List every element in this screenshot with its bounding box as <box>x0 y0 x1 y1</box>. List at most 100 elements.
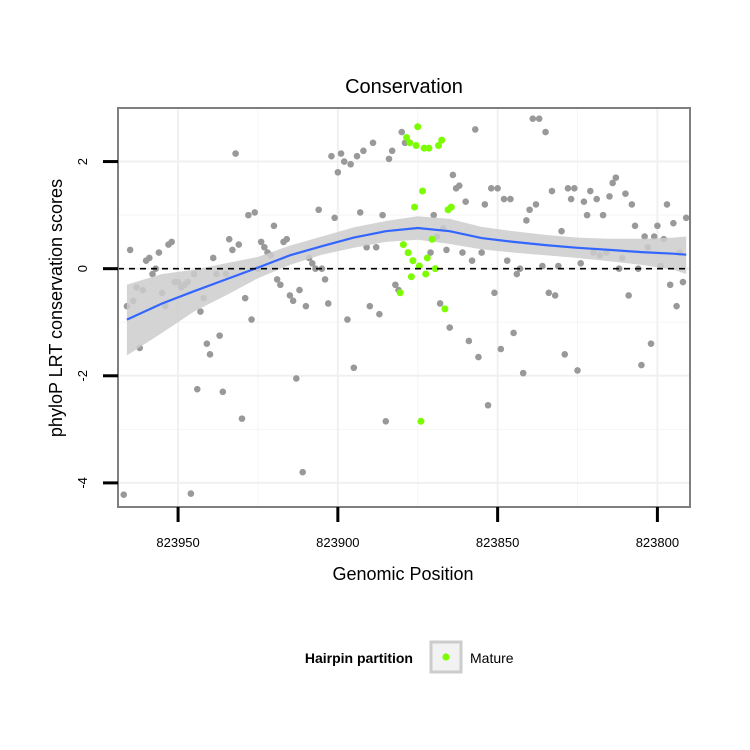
data-point <box>510 329 517 337</box>
mature-data-point <box>403 133 411 141</box>
legend-key-box <box>429 640 463 674</box>
smooth-trend-line <box>126 226 687 321</box>
data-point <box>539 262 546 270</box>
data-point <box>663 201 671 208</box>
data-point <box>622 190 629 197</box>
plot-border <box>117 107 691 508</box>
data-point <box>257 238 265 246</box>
data-point <box>238 415 246 422</box>
data-point <box>673 302 680 310</box>
data-point <box>551 292 559 299</box>
mature-data-point <box>399 241 407 249</box>
mature-data-point <box>431 265 439 273</box>
data-point <box>245 211 252 219</box>
data-point <box>293 375 300 382</box>
data-point <box>216 332 223 339</box>
data-point <box>561 351 569 358</box>
data-point <box>206 351 214 358</box>
data-point <box>372 243 380 251</box>
data-point <box>302 302 310 310</box>
data-point <box>360 147 367 155</box>
mature-data-point <box>404 249 412 257</box>
data-point <box>487 185 495 192</box>
data-point <box>430 211 438 219</box>
mature-data-point <box>414 123 422 131</box>
data-point <box>529 115 537 123</box>
data-point <box>478 249 485 256</box>
mature-data-point <box>406 139 414 147</box>
data-point <box>564 185 572 192</box>
data-point <box>465 337 473 345</box>
data-point <box>347 160 354 168</box>
data-point <box>340 158 348 165</box>
data-point <box>638 361 645 369</box>
mature-data-point <box>438 136 446 144</box>
data-point <box>209 254 217 262</box>
data-point <box>615 265 623 272</box>
data-point <box>641 233 648 240</box>
data-point <box>583 211 591 219</box>
data-point <box>344 316 351 323</box>
mature-data-point <box>441 305 449 313</box>
data-point <box>187 490 195 497</box>
data-point <box>299 468 307 476</box>
data-point <box>491 289 498 297</box>
data-point <box>315 206 322 214</box>
data-point <box>229 246 236 254</box>
data-point <box>462 198 469 206</box>
data-point <box>586 187 594 195</box>
data-point <box>356 209 364 216</box>
data-point <box>337 150 345 157</box>
x-tick-label: 823850 <box>476 535 519 550</box>
data-point <box>612 174 620 181</box>
data-point <box>679 278 687 286</box>
mature-data-point <box>420 144 428 152</box>
data-point <box>168 238 175 246</box>
data-point <box>548 187 556 195</box>
legend-title: Hairpin partition <box>305 650 413 666</box>
mature-data-point <box>435 141 443 149</box>
data-point <box>232 150 239 157</box>
data-point <box>606 193 613 200</box>
data-point <box>261 243 268 251</box>
data-point <box>599 211 607 219</box>
data-point <box>382 418 390 425</box>
data-point <box>296 286 303 294</box>
mature-data-point <box>423 254 431 262</box>
data-point <box>312 265 319 272</box>
data-point <box>197 308 204 315</box>
data-point <box>650 233 658 240</box>
data-point <box>273 276 281 283</box>
data-point <box>270 222 278 230</box>
data-point <box>251 209 259 216</box>
data-point <box>203 340 211 347</box>
data-point <box>455 182 463 189</box>
data-point <box>334 168 342 176</box>
data-point <box>567 195 575 203</box>
data-point <box>523 217 530 224</box>
data-point <box>593 195 600 203</box>
data-point <box>427 249 434 256</box>
data-point <box>443 246 450 254</box>
mature-data-point <box>407 273 415 281</box>
data-point <box>532 201 540 208</box>
mature-data-point <box>417 417 425 425</box>
data-point <box>376 310 383 318</box>
x-axis-label: Genomic Position <box>332 564 473 584</box>
data-point <box>289 297 297 305</box>
data-point <box>155 249 163 256</box>
confidence-ribbon <box>126 216 687 356</box>
data-point <box>654 222 661 230</box>
data-point <box>500 195 508 203</box>
data-point <box>494 185 501 192</box>
data-point <box>331 214 338 222</box>
mature-data-point <box>415 262 423 270</box>
data-point <box>571 185 578 192</box>
data-point <box>513 270 521 278</box>
data-point <box>398 128 406 136</box>
data-point <box>449 171 457 179</box>
legend-key-mature <box>442 653 450 661</box>
data-point <box>328 152 335 160</box>
data-point <box>350 364 358 372</box>
